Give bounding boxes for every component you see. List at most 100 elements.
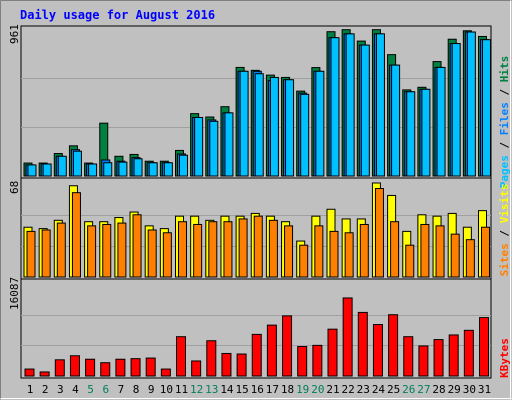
pages-bar-day-30 — [466, 31, 476, 177]
pages-bar-day-7 — [118, 161, 128, 177]
kbytes-bar-day-11 — [176, 336, 186, 377]
day-label-18: 18 — [281, 383, 294, 396]
svg-text:Pages / Files / Hits: Pages / Files / Hits — [498, 56, 511, 189]
day-label-12: 12 — [190, 383, 203, 396]
kbytes-bar-day-6 — [100, 362, 111, 377]
sites-bar-day-4 — [71, 192, 81, 278]
kbytes-bar-day-22 — [342, 297, 353, 377]
kbytes-bar-day-12 — [191, 360, 202, 377]
pages-legend: Pages — [498, 155, 511, 188]
sites-bar-day-16 — [253, 215, 263, 278]
pages-bar-day-11 — [179, 154, 188, 177]
kbytes-bar-day-24 — [372, 324, 383, 377]
sites-bar-day-11 — [178, 221, 187, 278]
pages-bar-day-24 — [375, 33, 385, 177]
pages-bar-day-16 — [254, 73, 264, 177]
sites-bar-day-12 — [193, 223, 203, 278]
pages-bar-day-17 — [269, 76, 279, 177]
kbytes-bar-day-29 — [448, 334, 459, 377]
day-label-29: 29 — [448, 383, 461, 396]
kbytes-bar-day-1 — [24, 368, 35, 377]
pages-bar-day-29 — [451, 43, 461, 177]
pages-bar-day-4 — [72, 150, 82, 177]
day-label-21: 21 — [326, 383, 339, 396]
pages-bar-day-8 — [133, 158, 143, 177]
day-label-23: 23 — [357, 383, 370, 396]
sites-bar-day-14 — [223, 221, 233, 278]
svg-text:Sites / Visits: Sites / Visits — [498, 184, 511, 277]
pages-bar-day-9 — [148, 162, 158, 177]
sites-bar-day-23 — [359, 223, 369, 278]
sites-bar-day-25 — [390, 221, 400, 278]
kbytes-panel-bars — [21, 297, 491, 377]
sites-bar-day-18 — [284, 225, 294, 278]
pages-bar-day-1 — [27, 164, 37, 177]
kbytes-bar-day-16 — [251, 333, 262, 377]
kbytes-bar-day-30 — [463, 329, 474, 377]
kbytes-bar-day-27 — [418, 345, 429, 377]
day-label-9: 9 — [148, 383, 155, 396]
kbytes-bar-day-7 — [115, 358, 126, 377]
day-label-6: 6 — [102, 383, 109, 396]
kbytes-bar-day-26 — [403, 336, 414, 377]
day-label-15: 15 — [235, 383, 248, 396]
pages-bar-day-31 — [482, 39, 491, 177]
chart-title: Daily usage for August 2016 — [20, 8, 215, 22]
pages-bar-day-23 — [360, 44, 370, 177]
day-label-7: 7 — [118, 383, 125, 396]
hits-panel-ylabel: Pages / Files / Hits — [498, 56, 511, 189]
day-label-19: 19 — [296, 383, 309, 396]
pages-bar-day-27 — [421, 88, 431, 177]
pages-bar-day-20 — [315, 70, 325, 177]
sites-bar-day-21 — [329, 230, 339, 278]
day-label-8: 8 — [133, 383, 140, 396]
kbytes-bar-day-21 — [327, 328, 338, 377]
day-label-3: 3 — [57, 383, 64, 396]
svg-text:KBytes: KBytes — [498, 338, 511, 378]
day-label-27: 27 — [417, 383, 430, 396]
sites-bar-day-31 — [481, 226, 490, 278]
visits-legend-sep: / — [498, 223, 511, 243]
sites-bar-day-27 — [420, 223, 430, 278]
sites-bar-day-15 — [238, 218, 248, 278]
day-label-24: 24 — [372, 383, 386, 396]
pages-bar-day-25 — [391, 64, 401, 177]
pages-bar-day-28 — [436, 66, 446, 177]
day-label-22: 22 — [342, 383, 355, 396]
sites-bar-day-29 — [450, 233, 460, 278]
kbytes-bar-day-18 — [282, 315, 293, 377]
sites-bar-day-1 — [26, 230, 36, 278]
day-label-5: 5 — [87, 383, 94, 396]
day-label-20: 20 — [311, 383, 324, 396]
sites-bar-day-2 — [41, 229, 51, 278]
day-label-28: 28 — [432, 383, 445, 396]
kbytes-legend: KBytes — [498, 338, 511, 378]
day-label-4: 4 — [72, 383, 79, 396]
pages-bar-day-5 — [88, 163, 98, 177]
day-label-13: 13 — [205, 383, 218, 396]
sites-legend: Sites — [498, 243, 511, 276]
kbytes-bar-day-3 — [54, 359, 65, 377]
pages-bar-day-21 — [330, 37, 340, 177]
kbytes-bar-day-28 — [433, 339, 444, 377]
pages-bar-day-26 — [406, 91, 416, 177]
day-label-17: 17 — [266, 383, 279, 396]
pages-bar-day-3 — [57, 155, 67, 177]
visits-legend: Visits — [498, 184, 511, 224]
hits-panel-bars — [21, 29, 491, 177]
pages-bar-day-19 — [300, 93, 310, 177]
kbytes-bar-day-5 — [85, 358, 96, 377]
sites-bar-day-30 — [465, 239, 475, 278]
sites-bar-day-13 — [208, 221, 218, 278]
day-label-2: 2 — [42, 383, 49, 396]
hits-legend-sep1: / — [498, 135, 511, 155]
kbytes-bar-day-14 — [221, 352, 232, 377]
sites-bar-day-19 — [299, 244, 309, 278]
pages-bar-day-6 — [103, 162, 113, 177]
sites-bar-day-26 — [405, 244, 415, 278]
day-label-16: 16 — [251, 383, 264, 396]
day-label-14: 14 — [220, 383, 234, 396]
kbytes-bar-day-17 — [266, 324, 277, 377]
kbytes-bar-day-8 — [130, 358, 141, 377]
